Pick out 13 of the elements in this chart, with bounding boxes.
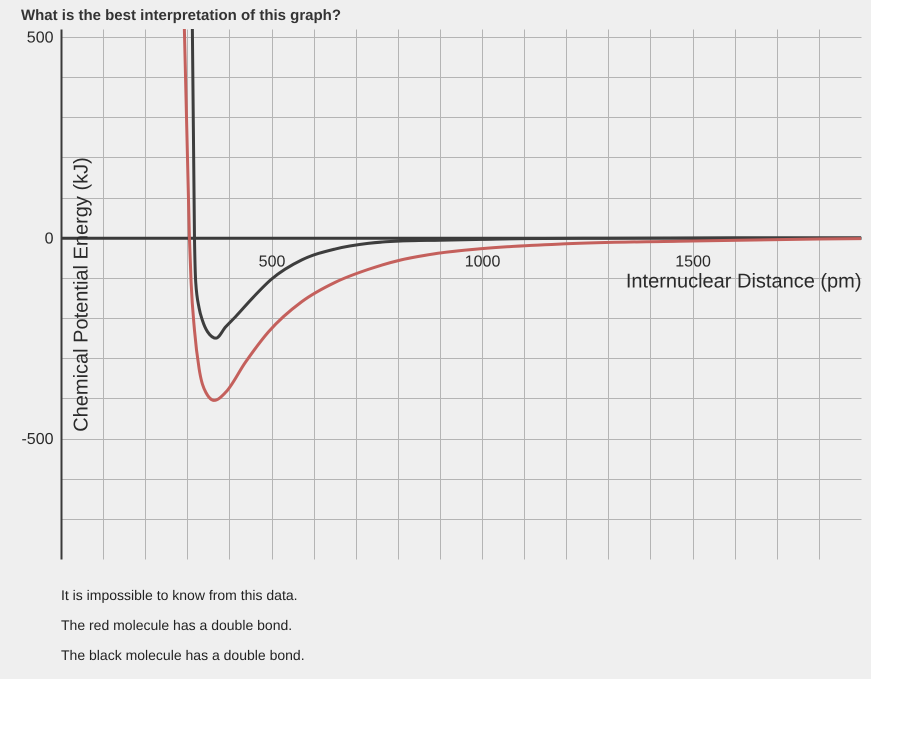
chart-title: What is the best interpretation of this graph? (20, 7, 341, 24)
x-tick-label: 1500 (675, 253, 711, 270)
y-tick-label: -500 (21, 431, 54, 448)
text: It is impossible to know from this data. (61, 587, 298, 603)
x-tick-label: 1000 (464, 253, 500, 270)
text: The red molecule has a double bond. (61, 617, 292, 633)
x-axis-title: Internuclear Distance (pm) (626, 270, 862, 292)
line-series (182, 29, 861, 402)
y-axis-title: Chemical Potential Energy (kJ) (70, 157, 92, 432)
text: The black molecule has a double bond. (61, 647, 305, 663)
y-tick-label: 500 (26, 30, 54, 47)
y-tick-label: 0 (44, 230, 54, 248)
x-tick-label: 500 (258, 253, 286, 270)
